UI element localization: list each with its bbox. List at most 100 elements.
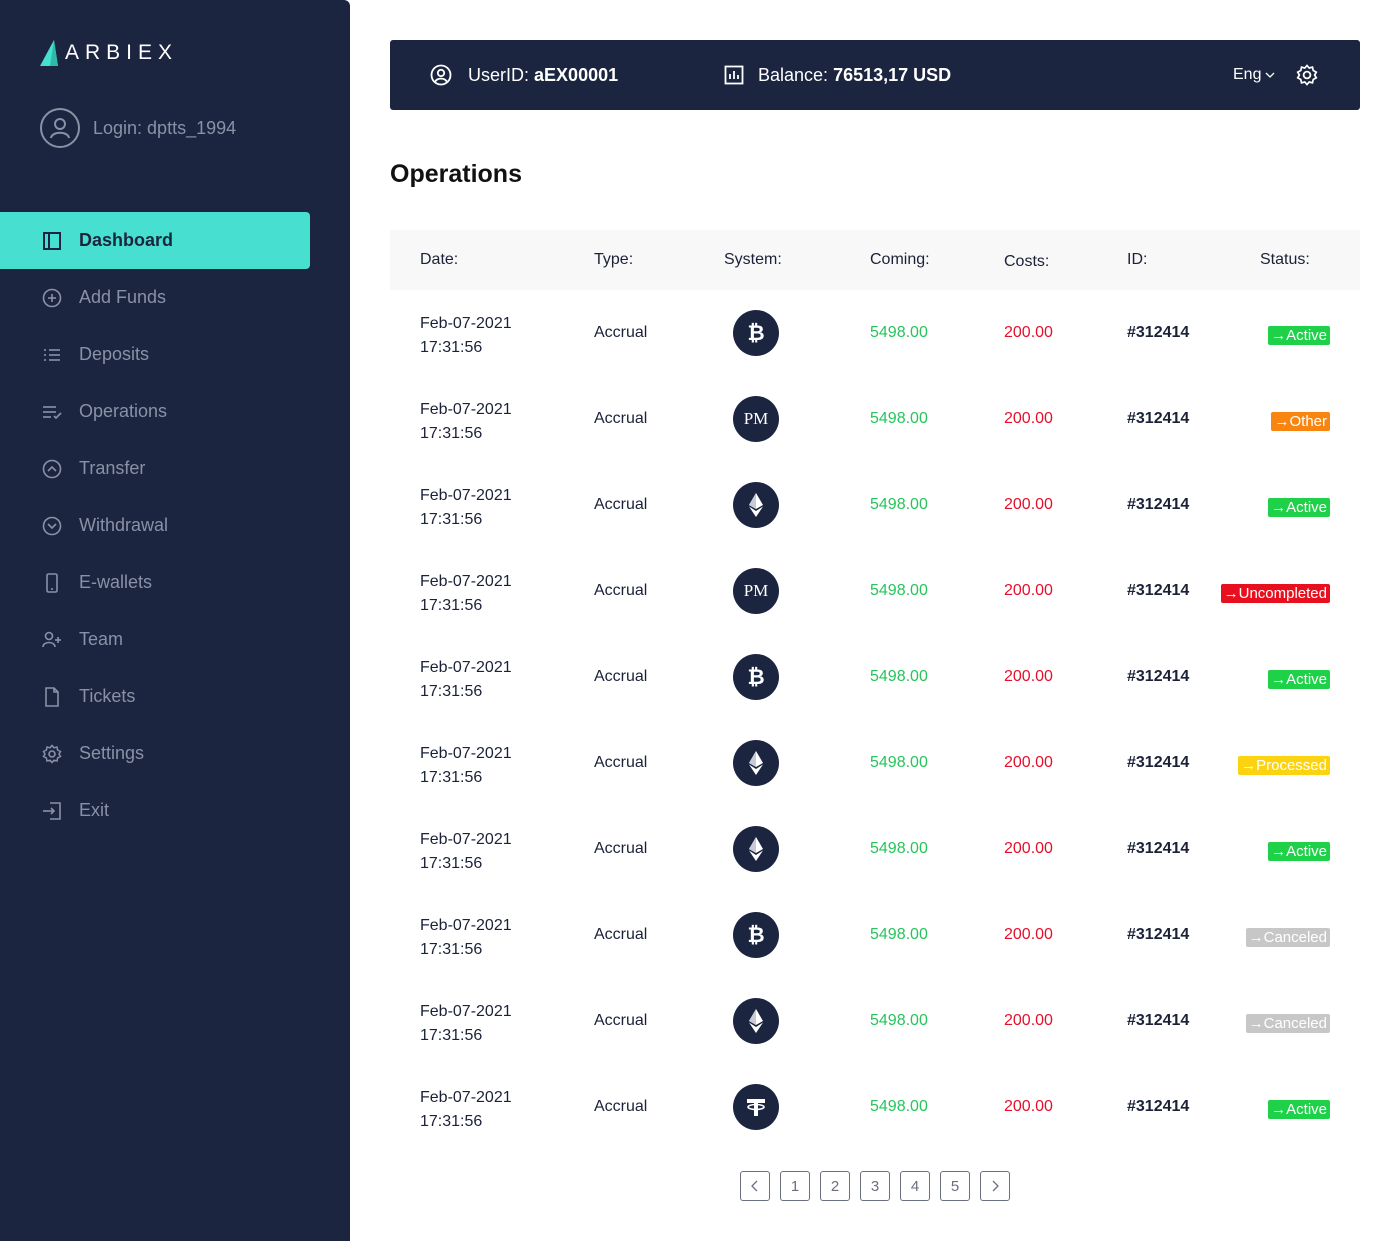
row-coming: 5498.00 (870, 496, 928, 513)
sidebar-nav: Dashboard Add Funds Deposits Operations … (0, 212, 350, 839)
balance-value: 76513,17 USD (833, 64, 952, 85)
user-id-value: aEX00001 (534, 64, 619, 85)
sidebar-item-dashboard[interactable]: Dashboard (0, 212, 310, 269)
row-id: #312414 (1127, 754, 1190, 771)
row-coming: 5498.00 (870, 410, 928, 427)
sidebar-item-label: Team (79, 629, 124, 649)
row-coming: 5498.00 (870, 1098, 928, 1115)
table-row[interactable]: Feb-07-2021 17:31:56 Accrual PM 5498.00 2… (390, 376, 1360, 462)
prev-page-button[interactable] (740, 1171, 770, 1201)
table-row[interactable]: Feb-07-2021 17:31:56 Accrual PM 5498.00 2… (390, 548, 1360, 634)
row-date: Feb-07-2021 (420, 487, 512, 504)
sidebar-item-label: Exit (79, 800, 110, 820)
row-costs: 200.00 (1004, 496, 1053, 513)
row-date: Feb-07-2021 (420, 573, 512, 590)
column-header-id: ID: (1127, 251, 1148, 268)
logo[interactable]: ARBIEX (40, 40, 178, 66)
status-badge: →Active (1268, 1100, 1330, 1119)
row-time: 17:31:56 (420, 511, 483, 528)
page-button-1[interactable]: 1 (780, 1171, 810, 1201)
svg-text:₿: ₿ (747, 923, 764, 947)
row-datetime: Feb-07-2021 17:31:56 (420, 1000, 512, 1048)
page-button-4[interactable]: 4 (900, 1171, 930, 1201)
login-info: Login: dptts_1994 (40, 108, 236, 148)
list-icon (42, 345, 62, 365)
table-row[interactable]: Feb-07-2021 17:31:56 Accrual 5498.00 200.… (390, 978, 1360, 1064)
chevron-down-icon (1266, 72, 1275, 78)
gear-icon (42, 743, 62, 764)
sidebar-item-label: Deposits (79, 344, 150, 364)
page-button-5[interactable]: 5 (940, 1171, 970, 1201)
page-button-3[interactable]: 3 (860, 1171, 890, 1201)
sidebar: ARBIEX Login: dptts_1994 Dashboard Add F… (0, 0, 350, 1241)
next-page-button[interactable] (980, 1171, 1010, 1201)
row-date: Feb-07-2021 (420, 659, 512, 676)
status-badge: →Active (1268, 842, 1330, 861)
status-badge: →Active (1268, 326, 1330, 345)
table-row[interactable]: Feb-07-2021 17:31:56 Accrual 5498.00 200.… (390, 462, 1360, 548)
table-row[interactable]: Feb-07-2021 17:31:56 Accrual ₿ 5498.00 20… (390, 892, 1360, 978)
row-costs: 200.00 (1004, 1012, 1053, 1029)
exit-icon (42, 801, 62, 821)
sidebar-item-label: Settings (79, 743, 145, 763)
chevron-left-icon (751, 1180, 758, 1192)
bitcoin-icon: ₿ (733, 654, 779, 700)
settings-gear-icon[interactable] (1296, 64, 1318, 86)
sidebar-item-transfer[interactable]: Transfer (0, 440, 350, 497)
sidebar-item-label: Add Funds (79, 287, 167, 307)
add-user-icon (42, 630, 62, 650)
row-coming: 5498.00 (870, 1012, 928, 1029)
row-type: Accrual (594, 410, 648, 427)
status-badge: →Active (1268, 498, 1330, 517)
phone-icon (42, 572, 62, 593)
sidebar-item-exit[interactable]: Exit (0, 782, 350, 839)
dashboard-icon (42, 231, 62, 251)
sidebar-item-settings[interactable]: Settings (0, 725, 350, 782)
sidebar-item-team[interactable]: Team (0, 611, 350, 668)
sidebar-item-tickets[interactable]: Tickets (0, 668, 350, 725)
sidebar-item-operations[interactable]: Operations (0, 383, 350, 440)
sidebar-item-e-wallets[interactable]: E-wallets (0, 554, 350, 611)
row-time: 17:31:56 (420, 855, 483, 872)
chevron-right-icon (992, 1180, 999, 1192)
perfect-money-icon: PM (733, 568, 779, 614)
column-header-date: Date: (420, 251, 459, 268)
sidebar-item-withdrawal[interactable]: Withdrawal (0, 497, 350, 554)
row-type: Accrual (594, 496, 648, 513)
tether-icon (733, 1084, 779, 1130)
ethereum-icon (733, 998, 779, 1044)
row-type: Accrual (594, 926, 648, 943)
chevron-up-circle-icon (42, 459, 62, 479)
perfect-money-icon: PM (733, 396, 779, 442)
row-type: Accrual (594, 324, 648, 341)
sidebar-item-add-funds[interactable]: Add Funds (0, 269, 350, 326)
row-date: Feb-07-2021 (420, 745, 512, 762)
sidebar-item-deposits[interactable]: Deposits (0, 326, 350, 383)
column-header-type: Type: (594, 251, 634, 268)
column-header-status: Status: (1260, 251, 1310, 268)
sidebar-item-label: E-wallets (79, 572, 153, 592)
table-row[interactable]: Feb-07-2021 17:31:56 Accrual ₿ 5498.00 20… (390, 290, 1360, 376)
row-id: #312414 (1127, 496, 1190, 513)
row-costs: 200.00 (1004, 410, 1053, 427)
table-row[interactable]: Feb-07-2021 17:31:56 Accrual 5498.00 200.… (390, 806, 1360, 892)
ethereum-icon (733, 826, 779, 872)
user-id-label: UserID: (468, 64, 530, 85)
login-label: Login: dptts_1994 (93, 117, 237, 138)
language-select[interactable]: Eng (1233, 66, 1275, 84)
table-row[interactable]: Feb-07-2021 17:31:56 Accrual 5498.00 200.… (390, 720, 1360, 806)
table-row[interactable]: Feb-07-2021 17:31:56 Accrual ₿ 5498.00 20… (390, 634, 1360, 720)
table-row[interactable]: Feb-07-2021 17:31:56 Accrual 5498.00 200.… (390, 1064, 1360, 1150)
row-coming: 5498.00 (870, 754, 928, 771)
row-coming: 5498.00 (870, 324, 928, 341)
row-time: 17:31:56 (420, 941, 483, 958)
row-id: #312414 (1127, 582, 1190, 599)
sidebar-item-label: Transfer (79, 458, 146, 478)
file-icon (42, 686, 62, 707)
column-header-costs: Costs: (1004, 253, 1050, 270)
ethereum-icon (733, 482, 779, 528)
page-button-2[interactable]: 2 (820, 1171, 850, 1201)
status-badge: →Canceled (1245, 928, 1330, 947)
sidebar-item-label: Tickets (79, 686, 136, 706)
row-time: 17:31:56 (420, 1027, 483, 1044)
